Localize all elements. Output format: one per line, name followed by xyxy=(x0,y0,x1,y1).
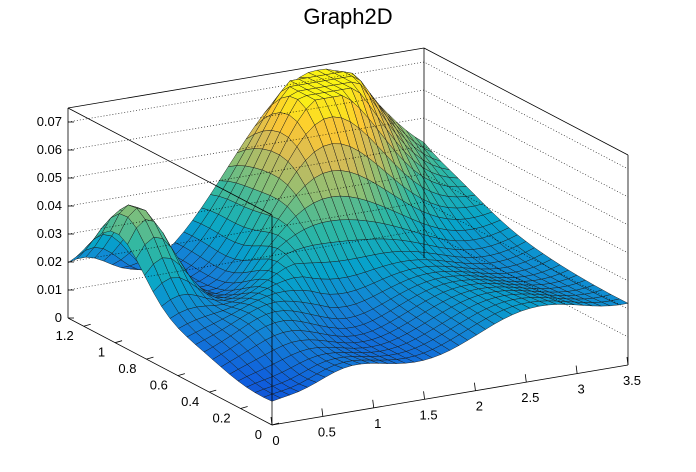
x-tick xyxy=(626,356,629,366)
axes: 0 0.01 0.02 0.03 0.04 0.05 0.06 0.07 0 0.2 0.4 0.6 0… xyxy=(37,114,641,448)
y-tick xyxy=(240,406,248,409)
x-tick xyxy=(372,399,375,408)
x-tick xyxy=(423,391,425,400)
z-tick-label: 0.03 xyxy=(37,226,62,241)
z-tick-label: 0.04 xyxy=(37,198,62,213)
x-tick xyxy=(270,416,273,426)
z-gridline xyxy=(67,145,629,254)
z-gridlines xyxy=(67,61,629,338)
y-tick-label: 0.2 xyxy=(213,411,231,426)
y-tick xyxy=(177,373,185,376)
y-tick xyxy=(209,389,217,393)
z-gridline xyxy=(67,229,629,338)
z-gridline xyxy=(67,61,629,170)
z-gridline xyxy=(67,117,629,226)
x-tick-label: 0 xyxy=(272,433,279,448)
surface-mesh xyxy=(67,68,629,402)
x-tick xyxy=(575,365,578,374)
z-gridline xyxy=(67,173,629,282)
surface-cell xyxy=(609,298,629,306)
z-tick-label: 0.02 xyxy=(37,254,62,269)
y-tick-label: 0 xyxy=(255,427,262,442)
y-tick-label: 1 xyxy=(98,345,105,360)
z-tick-label: 0.06 xyxy=(37,142,62,157)
y-tick xyxy=(146,356,154,360)
chart-title: Graph2D xyxy=(303,4,393,29)
y-tick xyxy=(114,340,123,344)
box-edge xyxy=(67,107,273,216)
z-gridline xyxy=(67,201,629,310)
box-edge xyxy=(67,47,425,109)
y-tick-label: 0.6 xyxy=(150,378,168,393)
x-tick-label: 0.5 xyxy=(318,424,336,439)
x-tick xyxy=(474,382,476,391)
x-tick xyxy=(321,408,324,417)
x-tick-label: 3 xyxy=(578,382,585,397)
z-tick-label: 0.01 xyxy=(37,282,62,297)
z-tick-label: 0 xyxy=(55,310,62,325)
y-tick xyxy=(271,422,280,426)
x-tick-label: 1 xyxy=(374,416,381,431)
y-tick xyxy=(83,323,91,327)
box-edge xyxy=(67,317,273,426)
z-tick-label: 0.05 xyxy=(37,170,62,185)
x-tick-label: 1.5 xyxy=(420,407,438,422)
z-gridline xyxy=(67,89,629,198)
x-tick-label: 2.5 xyxy=(521,390,539,405)
x-tick-label: 2 xyxy=(476,399,483,414)
x-tick xyxy=(524,374,527,383)
y-tick-label: 1.2 xyxy=(56,328,74,343)
plot-box xyxy=(67,47,629,426)
y-tick-label: 0.4 xyxy=(181,394,199,409)
box-edge xyxy=(271,364,629,426)
z-tick-label: 0.07 xyxy=(37,114,62,129)
y-tick-label: 0.8 xyxy=(118,361,136,376)
box-edge xyxy=(423,47,629,156)
x-tick-label: 3.5 xyxy=(623,373,641,388)
